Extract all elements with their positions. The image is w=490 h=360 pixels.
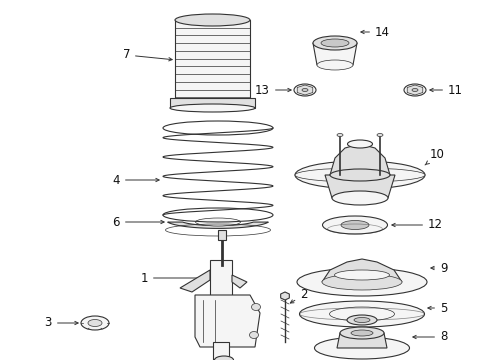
Text: 4: 4	[113, 174, 159, 186]
Text: 8: 8	[413, 330, 447, 343]
Text: 9: 9	[431, 261, 447, 274]
Text: 5: 5	[428, 302, 447, 315]
Ellipse shape	[332, 191, 388, 205]
Ellipse shape	[196, 218, 241, 226]
Ellipse shape	[317, 60, 353, 70]
Ellipse shape	[340, 327, 384, 339]
Ellipse shape	[335, 270, 390, 280]
Ellipse shape	[175, 14, 250, 26]
Ellipse shape	[354, 318, 370, 323]
FancyBboxPatch shape	[218, 230, 226, 240]
Polygon shape	[281, 292, 289, 300]
Polygon shape	[313, 43, 357, 65]
Ellipse shape	[297, 268, 427, 296]
Ellipse shape	[322, 274, 402, 290]
Ellipse shape	[330, 169, 390, 181]
Ellipse shape	[321, 39, 349, 47]
Polygon shape	[337, 333, 387, 348]
Text: 7: 7	[122, 49, 172, 62]
FancyBboxPatch shape	[210, 260, 232, 315]
Ellipse shape	[404, 84, 426, 96]
Ellipse shape	[249, 332, 259, 338]
Ellipse shape	[295, 161, 425, 189]
Ellipse shape	[295, 168, 425, 182]
Polygon shape	[407, 85, 423, 95]
Ellipse shape	[341, 220, 369, 230]
Polygon shape	[330, 144, 390, 175]
Polygon shape	[325, 175, 395, 198]
Ellipse shape	[315, 337, 410, 359]
Polygon shape	[232, 275, 247, 288]
Text: 3: 3	[45, 316, 78, 329]
Ellipse shape	[337, 134, 343, 136]
Ellipse shape	[313, 36, 357, 50]
FancyBboxPatch shape	[213, 342, 229, 360]
Polygon shape	[168, 222, 269, 228]
Polygon shape	[297, 85, 313, 95]
Polygon shape	[195, 295, 260, 347]
Ellipse shape	[299, 301, 424, 327]
Text: 6: 6	[113, 216, 164, 229]
Text: 2: 2	[290, 288, 308, 303]
Polygon shape	[180, 270, 210, 292]
Ellipse shape	[377, 134, 383, 136]
Ellipse shape	[251, 303, 261, 310]
Text: 1: 1	[141, 271, 205, 284]
Ellipse shape	[88, 320, 102, 327]
Text: 12: 12	[392, 219, 443, 231]
Ellipse shape	[347, 315, 377, 325]
Text: 11: 11	[430, 84, 463, 96]
FancyBboxPatch shape	[170, 98, 255, 108]
Text: 14: 14	[361, 26, 390, 39]
Text: 10: 10	[425, 148, 445, 165]
FancyBboxPatch shape	[175, 20, 250, 105]
Text: 13: 13	[255, 84, 291, 96]
Ellipse shape	[81, 316, 109, 330]
Ellipse shape	[351, 330, 373, 336]
Ellipse shape	[412, 89, 418, 91]
Ellipse shape	[347, 140, 372, 148]
Ellipse shape	[170, 104, 255, 112]
Ellipse shape	[329, 307, 394, 321]
Ellipse shape	[322, 216, 388, 234]
Ellipse shape	[215, 356, 234, 360]
Ellipse shape	[294, 84, 316, 96]
Ellipse shape	[302, 89, 308, 91]
Polygon shape	[322, 259, 402, 282]
